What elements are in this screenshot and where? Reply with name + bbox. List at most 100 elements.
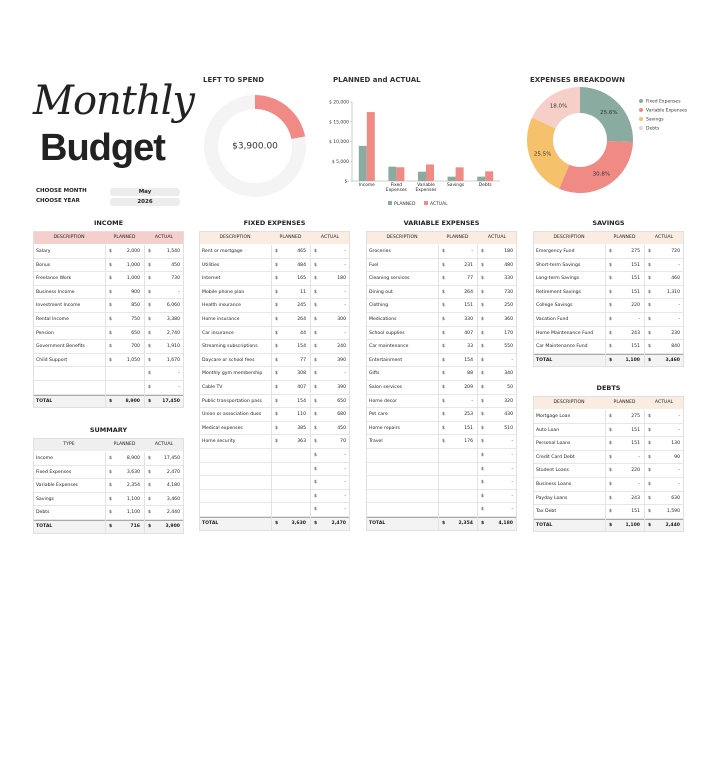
y-tick-label: $ 20,000: [329, 100, 349, 106]
cell-divider: [438, 435, 439, 449]
cell-divider: [644, 478, 645, 492]
legend-label: Savings: [646, 117, 664, 123]
table-row: [199, 408, 350, 422]
cell: Mobile phone plan: [202, 289, 245, 295]
legend-label: Fixed Expenses: [646, 99, 681, 105]
table-frame: [199, 231, 350, 531]
currency: $: [314, 289, 317, 295]
cell: 750: [131, 317, 140, 322]
cell: 840: [671, 344, 680, 350]
title-script: Monthly: [33, 78, 195, 124]
cell: -: [678, 468, 680, 474]
cell-divider: [105, 299, 106, 313]
currency: $: [648, 441, 651, 447]
table-row: [366, 449, 517, 463]
table-row: [533, 313, 684, 327]
currency: $: [148, 398, 152, 404]
cell-divider: [105, 394, 106, 409]
currency: $: [442, 289, 445, 295]
x-tick-label: Savings: [447, 183, 465, 188]
currency: $: [609, 454, 612, 460]
cell: 3,460: [166, 496, 180, 502]
table-row: [199, 354, 350, 368]
cell-divider: [105, 479, 106, 493]
cell: TOTAL: [36, 398, 53, 404]
table-title: DEBTS: [596, 384, 621, 392]
currency: $: [648, 414, 651, 419]
currency: $: [148, 317, 151, 322]
cell-divider: [271, 299, 272, 313]
cell: 110: [297, 412, 306, 418]
currency: $: [275, 249, 278, 254]
cell-divider: [605, 491, 606, 506]
currency: $: [275, 398, 278, 404]
currency: $: [609, 482, 612, 487]
cell-divider: [310, 449, 311, 463]
currency: $: [648, 482, 651, 487]
cell: 90: [674, 454, 680, 460]
currency: $: [314, 276, 317, 282]
currency: $: [314, 412, 317, 418]
currency: $: [609, 276, 612, 282]
cell: 2,440: [166, 510, 180, 516]
cell: 240: [337, 344, 346, 350]
cell: 77: [300, 357, 306, 363]
cell-divider: [438, 245, 439, 259]
cell-divider: [144, 340, 145, 354]
cell: 308: [297, 371, 306, 377]
table-row: [199, 476, 350, 490]
currency: $: [648, 344, 651, 350]
currency: $: [648, 276, 651, 282]
month-label: CHOOSE MONTH: [36, 188, 87, 194]
cell: Salon services: [369, 385, 403, 390]
year-label: CHOOSE YEAR: [36, 198, 80, 204]
cell: 3,460: [665, 357, 680, 363]
cell: 720: [671, 249, 680, 254]
currency: $: [609, 414, 612, 419]
cell-divider: [605, 299, 606, 313]
table-row: [199, 422, 350, 436]
cell-divider: [477, 421, 478, 436]
table-row: [199, 395, 350, 409]
cell-divider: [477, 394, 478, 409]
month-select[interactable]: May: [110, 188, 180, 196]
cell: -: [178, 289, 180, 295]
cell: 510: [504, 425, 513, 431]
currency: $: [609, 509, 612, 515]
table-row: [33, 354, 184, 368]
cell: Travel: [369, 439, 383, 445]
cell-divider: [438, 449, 439, 463]
cell: 130: [671, 441, 680, 447]
cell-divider: [477, 285, 478, 300]
cell-divider: [477, 489, 478, 504]
cell: 1,100: [126, 510, 140, 516]
cell-divider: [271, 517, 272, 531]
currency: $: [275, 344, 278, 350]
table-row: [366, 259, 517, 273]
currency: $: [481, 317, 484, 322]
year-select[interactable]: 2026: [110, 198, 180, 206]
cell: 450: [171, 262, 180, 268]
cell-divider: [105, 353, 106, 368]
cell-divider: [144, 506, 145, 520]
cell: Pension: [36, 330, 54, 336]
cell-divider: [105, 506, 106, 520]
cell-divider: [477, 272, 478, 286]
cell: 77: [467, 276, 473, 282]
currency: $: [442, 276, 445, 282]
currency: $: [481, 480, 484, 486]
currency: $: [314, 330, 317, 336]
currency: $: [481, 262, 484, 268]
cell-divider: [477, 326, 478, 341]
cell-divider: [477, 462, 478, 477]
cell: 275: [631, 414, 640, 419]
cell: 1,590: [666, 509, 680, 515]
currency: $: [148, 249, 151, 254]
cell-divider: [644, 437, 645, 451]
cell: -: [344, 303, 346, 309]
currency: $: [148, 357, 151, 363]
currency: $: [648, 303, 651, 309]
cell-divider: [144, 492, 145, 507]
currency: $: [109, 330, 112, 336]
